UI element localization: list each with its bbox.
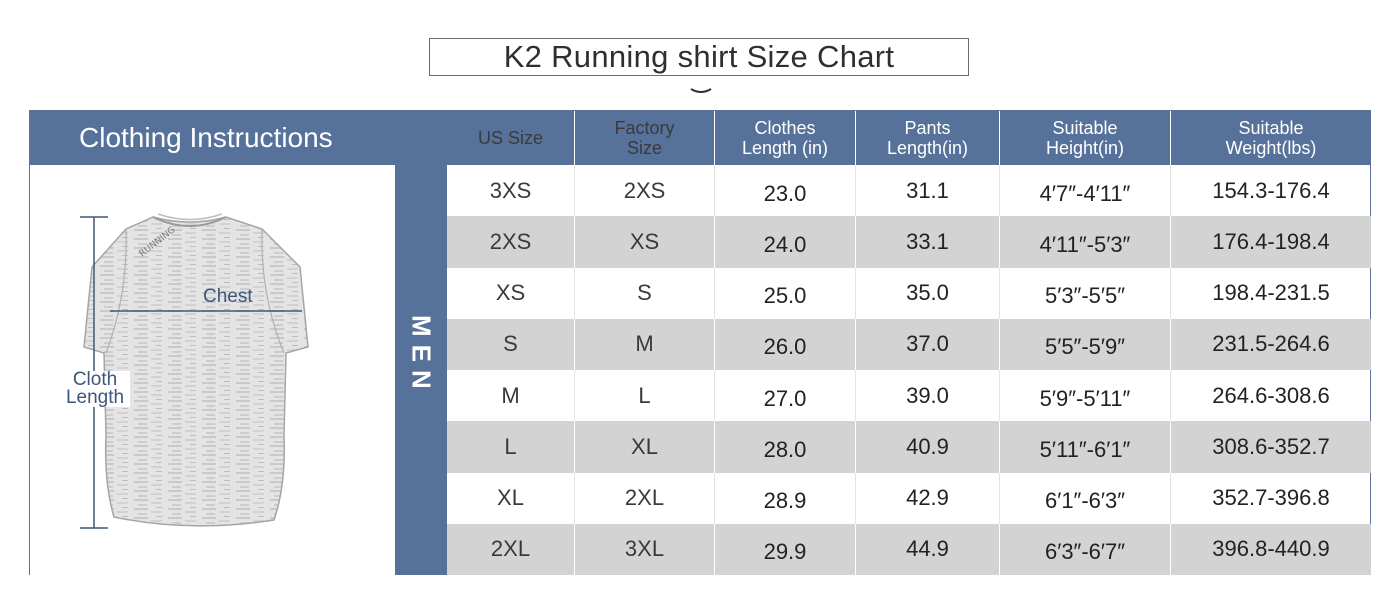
header-clothes-length: Clothes Length (in): [714, 111, 855, 165]
height-cell: 4′11″-5′3″: [999, 216, 1170, 268]
chart-title: K2 Running shirt Size Chart: [429, 38, 969, 76]
table-row: M L 27.0 39.0 5′9″-5′11″ 264.6-308.6: [447, 370, 1371, 422]
header-us-size: US Size: [477, 128, 544, 148]
pants-length-cell: 35.0: [855, 267, 999, 319]
us-size-cell: 2XL: [490, 536, 531, 562]
pants-length-cell: 31.1: [855, 165, 999, 217]
pants-length-cell: 37.0: [855, 318, 999, 370]
pants-length-cell: 42.9: [855, 472, 999, 524]
cloth-length-label-line1: Cloth: [72, 369, 118, 390]
clothes-length-cell: 25.0: [714, 267, 855, 319]
clothing-instructions-heading: Clothing Instructions: [30, 111, 447, 165]
height-cell: 5′3″-5′5″: [999, 267, 1170, 319]
header-suitable-height: Suitable Height(in): [999, 111, 1170, 165]
cloth-length-label-line2: Length: [65, 387, 125, 408]
table-row: L XL 28.0 40.9 5′11″-6′1″ 308.6-352.7: [447, 421, 1371, 473]
table-row: 2XS XS 24.0 33.1 4′11″-5′3″ 176.4-198.4: [447, 216, 1371, 268]
us-size-cell: S: [503, 331, 518, 357]
pants-length-cell: 40.9: [855, 421, 999, 473]
height-cell: 5′5″-5′9″: [999, 318, 1170, 370]
chevron-down-icon: [690, 88, 712, 93]
clothes-length-cell: 24.0: [714, 216, 855, 268]
chest-label: Chest: [203, 286, 253, 307]
factory-size-cell: S: [574, 267, 714, 319]
height-cell: 6′1″-6′3″: [999, 472, 1170, 524]
clothes-length-cell: 29.9: [714, 523, 855, 575]
us-size-cell: 2XS: [489, 228, 532, 254]
factory-size-cell: 3XL: [574, 523, 714, 575]
header-suitable-weight: Suitable Weight(lbs): [1170, 111, 1371, 165]
clothes-length-cell: 27.0: [714, 370, 855, 422]
pants-length-cell: 39.0: [855, 370, 999, 422]
height-cell: 5′11″-6′1″: [999, 421, 1170, 473]
weight-cell: 308.6-352.7: [1170, 421, 1371, 473]
header-factory-size: Factory Size: [574, 111, 714, 165]
height-cell: 5′9″-5′11″: [999, 370, 1170, 422]
header-pants-length: Pants Length(in): [855, 111, 999, 165]
size-table: US Size Factory Size Clothes Length (in)…: [447, 111, 1371, 575]
factory-size-cell: L: [574, 370, 714, 422]
weight-cell: 231.5-264.6: [1170, 318, 1371, 370]
factory-size-cell: 2XS: [574, 165, 714, 217]
us-size-cell: XS: [495, 280, 526, 306]
weight-cell: 264.6-308.6: [1170, 370, 1371, 422]
us-size-cell: 3XS: [489, 177, 532, 203]
table-row: S M 26.0 37.0 5′5″-5′9″ 231.5-264.6: [447, 318, 1371, 370]
table-row: 3XS 2XS 23.0 31.1 4′7″-4′11″ 154.3-176.4: [447, 165, 1371, 217]
size-chart: Clothing Instructions RUNNING: [29, 110, 1371, 575]
factory-size-cell: M: [574, 318, 714, 370]
clothes-length-cell: 23.0: [714, 165, 855, 217]
weight-cell: 154.3-176.4: [1170, 165, 1371, 217]
weight-cell: 198.4-231.5: [1170, 267, 1371, 319]
pants-length-cell: 44.9: [855, 523, 999, 575]
factory-size-cell: 2XL: [574, 472, 714, 524]
table-row: XL 2XL 28.9 42.9 6′1″-6′3″ 352.7-396.8: [447, 472, 1371, 524]
table-row: 2XL 3XL 29.9 44.9 6′3″-6′7″ 396.8-440.9: [447, 523, 1371, 575]
weight-cell: 352.7-396.8: [1170, 472, 1371, 524]
table-header-row: US Size Factory Size Clothes Length (in)…: [447, 111, 1371, 165]
cloth-length-label: Cloth Length: [60, 369, 130, 408]
height-cell: 6′3″-6′7″: [999, 523, 1170, 575]
weight-cell: 176.4-198.4: [1170, 216, 1371, 268]
height-cell: 4′7″-4′11″: [999, 165, 1170, 217]
men-label: MEN: [406, 315, 437, 397]
weight-cell: 396.8-440.9: [1170, 523, 1371, 575]
pants-length-cell: 33.1: [855, 216, 999, 268]
clothes-length-cell: 26.0: [714, 318, 855, 370]
clothes-length-cell: 28.9: [714, 472, 855, 524]
clothes-length-cell: 28.0: [714, 421, 855, 473]
factory-size-cell: XL: [574, 421, 714, 473]
us-size-cell: XL: [497, 485, 524, 511]
shirt-illustration-panel: RUNNING Chest Cloth Length: [30, 165, 395, 575]
table-row: XS S 25.0 35.0 5′3″-5′5″ 198.4-231.5: [447, 267, 1371, 319]
us-size-cell: M: [501, 382, 520, 408]
us-size-cell: L: [504, 433, 517, 459]
factory-size-cell: XS: [574, 216, 714, 268]
men-category-band: MEN: [395, 165, 447, 575]
table-body: 3XS 2XS 23.0 31.1 4′7″-4′11″ 154.3-176.4 2XS XS…: [447, 165, 1371, 575]
